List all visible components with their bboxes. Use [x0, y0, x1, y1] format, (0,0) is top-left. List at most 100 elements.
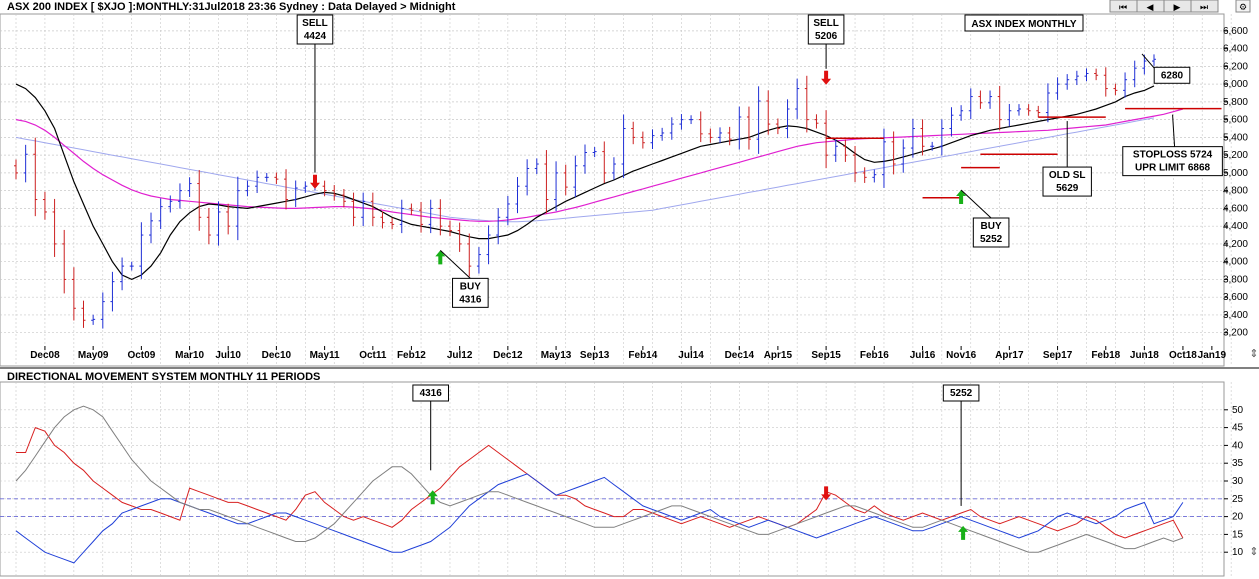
dms-lines	[15, 405, 1184, 564]
price-y-tick-label: 4,800	[1223, 186, 1248, 197]
x-tick-label: Sep13	[580, 350, 610, 361]
moving-averages	[15, 83, 1184, 281]
triangle-right-icon: ▶	[1174, 3, 1181, 13]
buy-annotation-box	[972, 217, 1010, 248]
dms-series-line	[15, 405, 1184, 553]
x-tick-label: Jul12	[447, 350, 473, 361]
skip-start-icon: ⏮	[1119, 3, 1127, 13]
x-tick-label: Dec14	[725, 350, 755, 361]
x-tick-label: Sep15	[811, 350, 841, 361]
dms-series-line	[15, 473, 1184, 564]
dms-y-tick-label: 15	[1232, 529, 1244, 540]
dms-panel-resize-handle[interactable]: ⇕	[1249, 545, 1258, 558]
x-tick-label: Oct18	[1169, 350, 1197, 361]
buy-arrow	[435, 250, 446, 265]
gear-icon: ⚙	[1239, 3, 1247, 13]
x-tick-label: Apr17	[995, 350, 1024, 361]
index-badge: ASX INDEX MONTHLY	[971, 19, 1077, 30]
buy-annotation-text: 4316	[459, 294, 482, 305]
last-page-button[interactable]: ⏭	[1190, 0, 1219, 13]
buy-arrow	[956, 190, 967, 204]
dms-chart-title: DIRECTIONAL MOVEMENT SYSTEM MONTHLY 11 P…	[7, 371, 320, 383]
price-label-box	[1153, 66, 1191, 84]
price-panel-frame	[0, 13, 1225, 367]
dms-buy-annotation-text: 5252	[950, 388, 973, 399]
price-y-tick-label: 6,600	[1223, 26, 1248, 37]
sell-arrow	[821, 70, 832, 85]
sell-annotation-text: SELL	[302, 18, 328, 29]
price-y-tick-label: 5,800	[1223, 97, 1248, 108]
resize-icon: ⇕	[1249, 545, 1258, 558]
x-tick-label: Feb14	[628, 350, 657, 361]
x-tick-label: Feb16	[860, 350, 889, 361]
price-y-tick-label: 5,400	[1223, 132, 1248, 143]
sell-arrow	[310, 174, 320, 189]
dms-y-tick-label: 10	[1232, 547, 1244, 558]
dms-sell-arrow	[821, 486, 832, 501]
ma-line-slow	[15, 117, 1155, 223]
price-panel-resize-handle[interactable]: ⇕	[1249, 347, 1258, 360]
stoploss-label-text: STOPLOSS 5724	[1133, 150, 1213, 161]
x-tick-label: Dec08	[30, 350, 60, 361]
x-tick-label: Dec10	[262, 350, 292, 361]
price-label-text: 6280	[1161, 70, 1184, 81]
stoploss-label-text: UPR LIMIT 6868	[1135, 163, 1210, 174]
x-tick-label: Jun18	[1130, 350, 1159, 361]
skip-end-icon: ⏭	[1200, 3, 1208, 13]
price-y-tick-label: 4,200	[1223, 239, 1248, 250]
x-tick-label: May13	[541, 350, 572, 361]
price-y-tick-label: 3,800	[1223, 274, 1248, 285]
price-y-tick-label: 5,200	[1223, 150, 1248, 161]
settings-button[interactable]: ⚙	[1235, 0, 1251, 13]
resize-icon: ⇕	[1249, 347, 1258, 360]
annotation-leader	[960, 189, 992, 219]
x-tick-label: Dec12	[493, 350, 523, 361]
stoploss-label-box	[1122, 146, 1223, 177]
x-tick-label: Oct11	[359, 350, 387, 361]
annotation-leader	[439, 249, 471, 279]
dms-y-tick-label: 45	[1232, 423, 1244, 434]
old-stoploss-label-box	[1042, 166, 1092, 197]
price-x-axis: Dec08 May09 Oct09 Mar10 Jul10 Dec10 May11 Oct11…	[30, 346, 1226, 361]
buy-annotation-text: BUY	[981, 221, 1002, 232]
ma-line-mid	[15, 108, 1184, 222]
x-tick-label: Oct09	[127, 350, 155, 361]
nav-toolbar: ⏮ ◀ ▶ ⏭	[1109, 0, 1219, 13]
first-page-button[interactable]: ⏮	[1109, 0, 1138, 13]
sell-annotation-text: 5206	[815, 31, 838, 42]
x-tick-label: May09	[78, 350, 109, 361]
x-tick-label: Mar10	[175, 350, 204, 361]
x-tick-label: Jul14	[678, 350, 704, 361]
price-y-tick-label: 6,000	[1223, 79, 1248, 90]
dms-buy-arrow	[427, 490, 438, 505]
buy-annotation-text: BUY	[460, 281, 481, 292]
dms-buy-annotation-box	[412, 384, 449, 402]
sell-annotation-box	[807, 14, 845, 45]
annotation-leader	[1172, 114, 1176, 147]
price-y-tick-label: 5,000	[1223, 168, 1248, 179]
triangle-left-icon: ◀	[1147, 3, 1154, 13]
old-stoploss-label-text: OLD SL	[1049, 170, 1086, 181]
price-y-tick-label: 3,400	[1223, 310, 1248, 321]
buy-annotation-box	[452, 277, 489, 308]
dms-y-axis: 10 15 20 25 30 35 40 45 50	[1224, 405, 1244, 558]
dms-panel-frame	[0, 381, 1225, 577]
index-badge-box	[964, 14, 1084, 32]
price-bars	[14, 54, 1156, 329]
price-y-axis: 3,200 3,400 3,600 3,800 4,000 4,200 4,400 4,600…	[1223, 26, 1248, 339]
buy-annotation-text: 5252	[980, 234, 1003, 245]
prev-page-button[interactable]: ◀	[1136, 0, 1165, 13]
price-y-tick-label: 6,200	[1223, 61, 1248, 72]
dms-buy-annotation-box	[942, 384, 980, 402]
dms-series-line	[16, 426, 1184, 539]
x-tick-label: Sep17	[1043, 350, 1073, 361]
dms-y-tick-label: 35	[1232, 458, 1244, 469]
dms-buy-arrow	[958, 525, 969, 540]
dms-y-tick-label: 30	[1232, 476, 1244, 487]
support-levels	[826, 107, 1222, 199]
price-y-tick-label: 4,600	[1223, 203, 1248, 214]
next-page-button[interactable]: ▶	[1163, 0, 1192, 13]
dms-y-tick-label: 25	[1232, 494, 1244, 505]
